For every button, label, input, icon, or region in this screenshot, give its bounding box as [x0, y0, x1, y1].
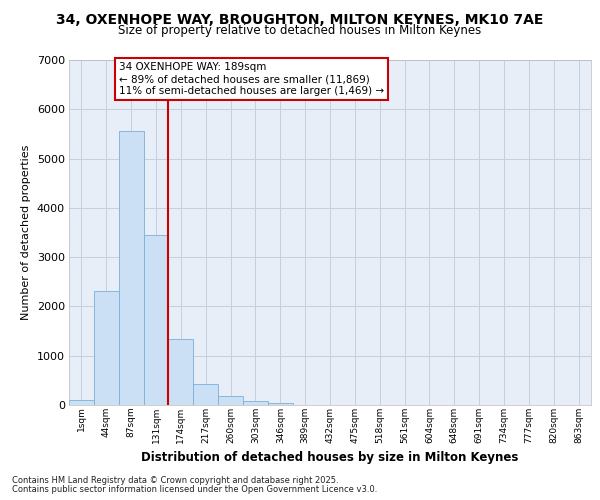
- Bar: [143, 235, 169, 405]
- Bar: [169, 340, 193, 405]
- Bar: [94, 290, 119, 405]
- Y-axis label: Number of detached properties: Number of detached properties: [21, 145, 31, 320]
- Bar: [193, 384, 218, 405]
- Bar: [268, 403, 293, 405]
- Text: Contains public sector information licensed under the Open Government Licence v3: Contains public sector information licen…: [12, 485, 377, 494]
- Text: 34 OXENHOPE WAY: 189sqm
← 89% of detached houses are smaller (11,869)
11% of sem: 34 OXENHOPE WAY: 189sqm ← 89% of detache…: [119, 62, 384, 96]
- Bar: [119, 131, 143, 405]
- Text: Size of property relative to detached houses in Milton Keynes: Size of property relative to detached ho…: [118, 24, 482, 37]
- Text: 34, OXENHOPE WAY, BROUGHTON, MILTON KEYNES, MK10 7AE: 34, OXENHOPE WAY, BROUGHTON, MILTON KEYN…: [56, 12, 544, 26]
- X-axis label: Distribution of detached houses by size in Milton Keynes: Distribution of detached houses by size …: [142, 451, 518, 464]
- Bar: [69, 400, 94, 405]
- Text: Contains HM Land Registry data © Crown copyright and database right 2025.: Contains HM Land Registry data © Crown c…: [12, 476, 338, 485]
- Bar: [243, 401, 268, 405]
- Bar: [218, 396, 243, 405]
